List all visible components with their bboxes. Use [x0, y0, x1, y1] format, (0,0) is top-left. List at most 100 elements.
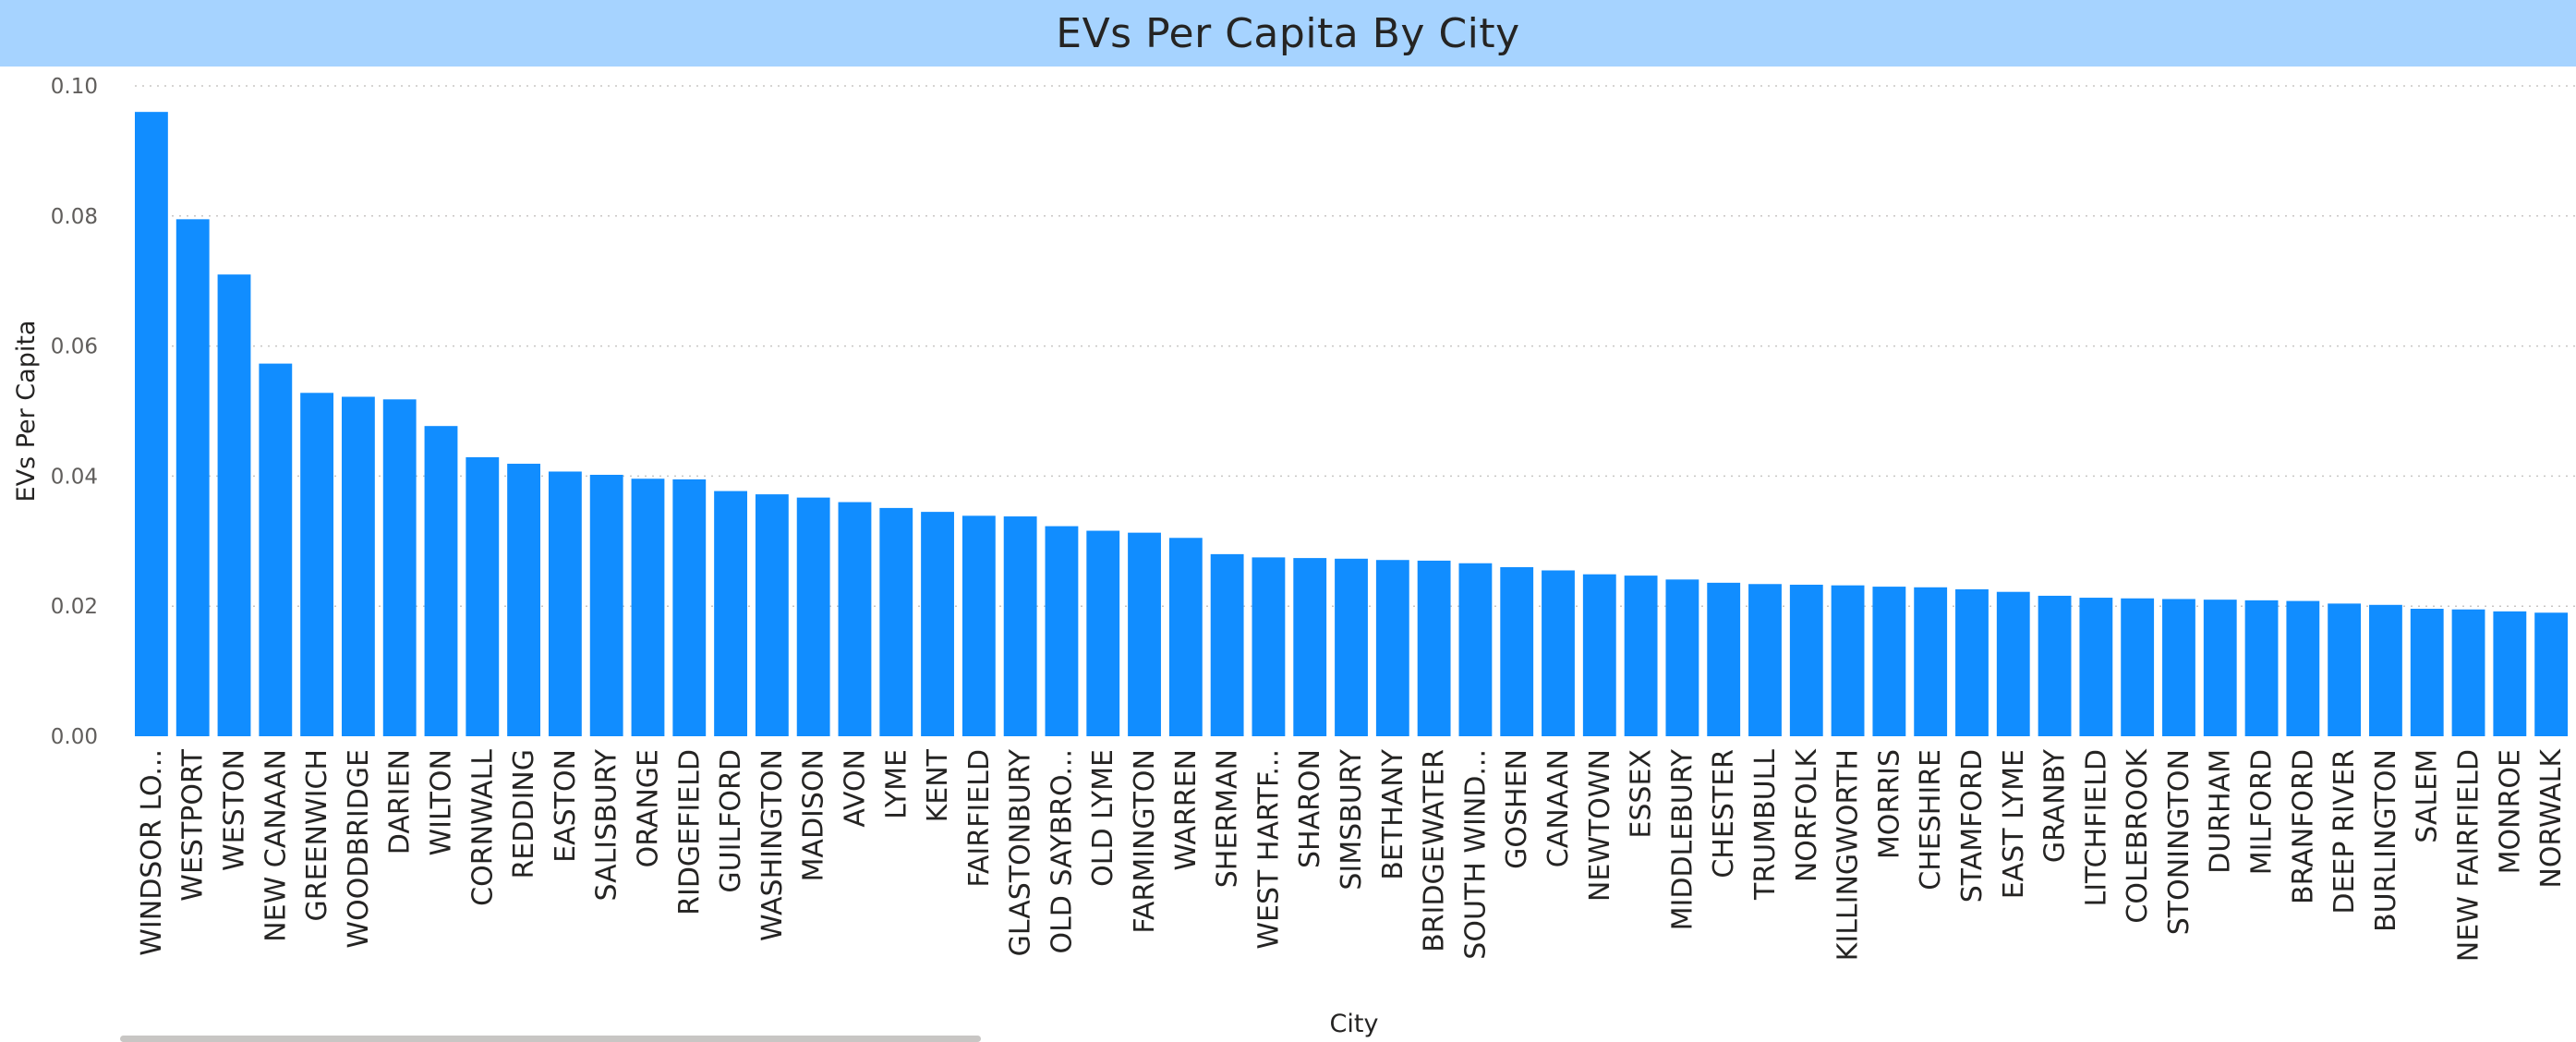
- x-category-label: SALISBURY: [591, 748, 623, 901]
- bar[interactable]: [2493, 611, 2527, 736]
- bar[interactable]: [2121, 598, 2155, 736]
- x-category-label: OLD LYME: [1087, 749, 1119, 887]
- x-category-label: AVON: [839, 749, 871, 828]
- bar[interactable]: [2162, 599, 2195, 736]
- y-tick-label: 0.08: [51, 205, 98, 229]
- bar[interactable]: [424, 426, 458, 736]
- x-category-label: WESTPORT: [177, 748, 210, 901]
- bar[interactable]: [961, 515, 996, 736]
- bar[interactable]: [1748, 584, 1782, 736]
- x-category-label: SOUTH WIND...: [1459, 749, 1492, 960]
- y-tick-label: 0.04: [51, 465, 98, 489]
- bar[interactable]: [2328, 603, 2362, 736]
- bar[interactable]: [1458, 563, 1493, 736]
- bar[interactable]: [1417, 560, 1451, 736]
- bar[interactable]: [714, 491, 747, 736]
- bar[interactable]: [1542, 570, 1575, 736]
- bar[interactable]: [1210, 553, 1244, 736]
- bar[interactable]: [755, 494, 789, 736]
- bar[interactable]: [2286, 600, 2320, 736]
- bar[interactable]: [672, 479, 707, 736]
- x-category-label: EASTON: [550, 749, 582, 863]
- bar[interactable]: [300, 393, 334, 736]
- bar[interactable]: [1831, 585, 1865, 736]
- bar[interactable]: [838, 502, 872, 736]
- bar[interactable]: [1086, 530, 1120, 736]
- x-category-label: TRUMBULL: [1749, 749, 1782, 901]
- bar[interactable]: [1582, 574, 1616, 736]
- bar[interactable]: [548, 471, 582, 736]
- bar[interactable]: [1624, 576, 1658, 736]
- x-category-label: MADISON: [798, 749, 830, 881]
- x-category-label: NEW CANAAN: [260, 749, 292, 942]
- bar[interactable]: [1665, 579, 1699, 736]
- x-category-label: WEST HARTF...: [1252, 749, 1285, 950]
- x-category-label: STAMFORD: [1956, 749, 1989, 903]
- y-axis-ticks: 0.00 0.02 0.04 0.06 0.08 0.10: [51, 75, 98, 749]
- x-category-label: GOSHEN: [1501, 749, 1533, 869]
- bar[interactable]: [466, 456, 500, 736]
- y-tick-label: 0.02: [51, 595, 98, 619]
- x-category-label: EAST LYME: [1998, 749, 2030, 899]
- chart-title-bar: EVs Per Capita By City: [0, 0, 2576, 67]
- x-category-label: GRANBY: [2039, 748, 2072, 863]
- bar[interactable]: [1168, 538, 1203, 736]
- bar[interactable]: [1128, 532, 1161, 736]
- bar[interactable]: [2038, 595, 2072, 736]
- x-category-label: CORNWALL: [466, 749, 499, 906]
- bar[interactable]: [2410, 609, 2444, 736]
- bar[interactable]: [2451, 609, 2485, 736]
- bars: [135, 112, 2569, 736]
- bar[interactable]: [1789, 584, 1823, 736]
- bar[interactable]: [1707, 582, 1741, 736]
- bar[interactable]: [135, 112, 168, 736]
- bar[interactable]: [1045, 526, 1079, 736]
- bar[interactable]: [1293, 558, 1327, 736]
- bar[interactable]: [175, 219, 210, 736]
- x-category-label: COLEBROOK: [2122, 748, 2154, 924]
- bar[interactable]: [1996, 591, 2030, 736]
- x-category-label: KILLINGWORTH: [1832, 749, 1865, 961]
- bar[interactable]: [2369, 604, 2402, 736]
- bar[interactable]: [2244, 600, 2279, 736]
- x-category-label: NORWALK: [2535, 748, 2568, 889]
- bar[interactable]: [921, 512, 954, 736]
- bar[interactable]: [217, 274, 251, 736]
- x-category-label: NORFOLK: [1791, 748, 1823, 882]
- bar[interactable]: [1003, 516, 1037, 736]
- bar[interactable]: [1335, 558, 1368, 736]
- x-category-label: GUILFORD: [715, 749, 747, 893]
- bar[interactable]: [1872, 587, 1906, 736]
- y-tick-label: 0.10: [51, 75, 98, 99]
- x-category-label: WOODBRIDGE: [343, 749, 375, 949]
- chart-title: EVs Per Capita By City: [1056, 9, 1520, 57]
- x-category-label: WESTON: [219, 749, 251, 871]
- bar[interactable]: [796, 497, 830, 736]
- bar[interactable]: [1252, 557, 1286, 736]
- bar[interactable]: [382, 399, 417, 736]
- bar[interactable]: [2079, 598, 2113, 736]
- bar[interactable]: [507, 464, 541, 736]
- x-category-label: FARMINGTON: [1129, 749, 1161, 934]
- bar[interactable]: [589, 474, 623, 736]
- bar[interactable]: [259, 363, 293, 736]
- bar[interactable]: [631, 479, 665, 736]
- bar[interactable]: [1500, 566, 1534, 736]
- x-category-label: CHESHIRE: [1915, 749, 1947, 891]
- x-axis-categories: WINDSOR LO... WESTPORT WESTON NEW CANAAN GRE…: [136, 748, 2568, 963]
- x-category-label: SALEM: [2412, 749, 2444, 843]
- x-category-label: GREENWICH: [301, 749, 333, 921]
- bar[interactable]: [2203, 600, 2237, 736]
- bar[interactable]: [1914, 587, 1948, 736]
- x-category-label: WARREN: [1170, 749, 1203, 871]
- horizontal-scrollbar[interactable]: [120, 1036, 981, 1042]
- bar[interactable]: [341, 396, 375, 736]
- x-category-label: CANAAN: [1542, 749, 1575, 867]
- x-category-label: KENT: [922, 748, 954, 822]
- bar[interactable]: [1955, 588, 1989, 736]
- x-category-label: SHERMAN: [1212, 749, 1244, 888]
- bar[interactable]: [1375, 560, 1409, 736]
- bar[interactable]: [879, 507, 913, 736]
- bar[interactable]: [2534, 612, 2569, 736]
- y-tick-label: 0.00: [51, 725, 98, 749]
